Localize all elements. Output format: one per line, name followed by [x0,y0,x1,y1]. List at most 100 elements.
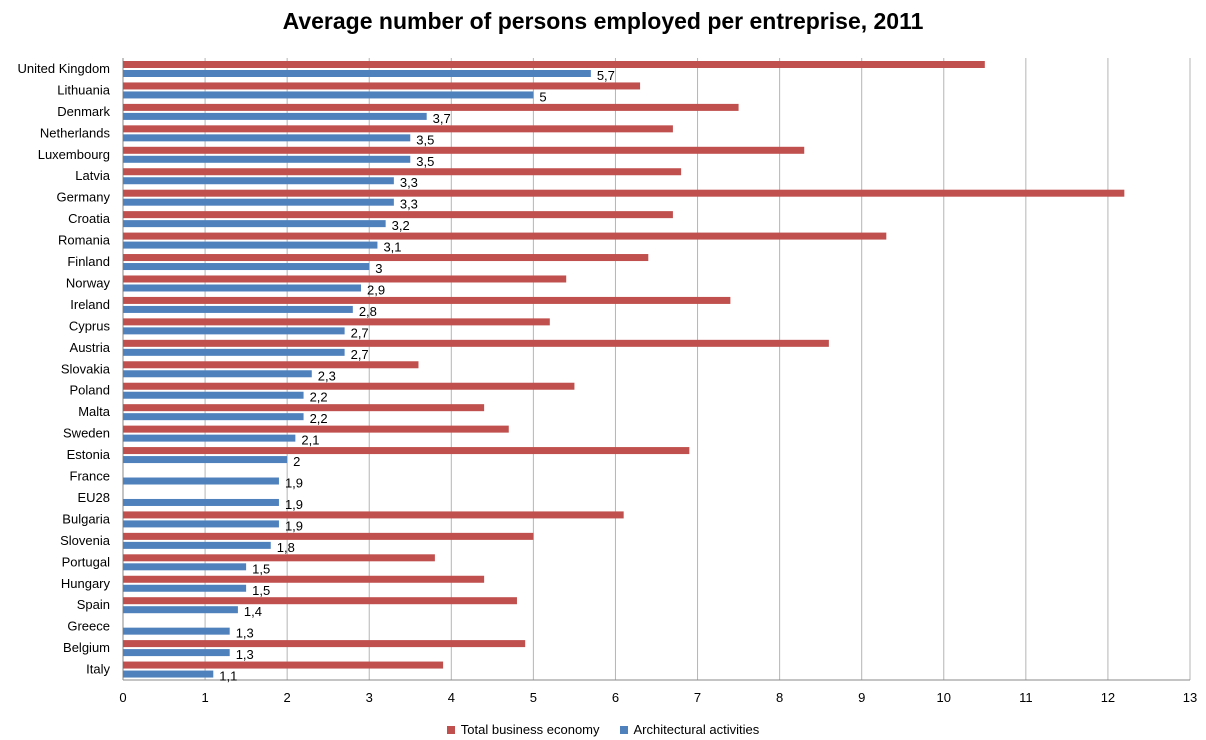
bar-architectural-latvia [123,177,394,185]
legend-label-total: Total business economy [460,722,600,737]
category-label-denmark: Denmark [57,104,110,119]
bar-total-slovakia [123,361,419,369]
bar-total-romania [123,232,887,240]
x-tick-label-11: 11 [1019,690,1033,705]
category-label-netherlands: Netherlands [40,125,111,140]
category-label-eu28: EU28 [77,490,110,505]
category-label-portugal: Portugal [62,554,111,569]
chart-title: Average number of persons employed per e… [282,8,924,34]
bar-architectural-united-kingdom [123,70,591,77]
bar-total-croatia [123,211,673,219]
data-label-architectural-croatia: 3,2 [392,218,410,233]
x-tick-label-3: 3 [366,690,373,705]
category-label-slovakia: Slovakia [61,361,111,376]
category-label-finland: Finland [67,254,110,269]
bar-architectural-cyprus [123,327,345,335]
data-label-architectural-poland: 2,2 [310,390,328,405]
data-label-architectural-romania: 3,1 [383,240,401,255]
bar-architectural-hungary [123,584,247,592]
data-label-architectural-ireland: 2,8 [359,304,377,319]
bar-architectural-netherlands [123,134,411,142]
category-label-austria: Austria [70,340,111,355]
bar-total-poland [123,382,575,390]
category-label-sweden: Sweden [63,426,110,441]
category-label-ireland: Ireland [70,297,110,312]
bar-total-austria [123,339,829,347]
bar-total-estonia [123,447,690,455]
bar-architectural-romania [123,241,378,249]
bar-architectural-slovakia [123,370,312,378]
category-label-cyprus: Cyprus [69,318,111,333]
bar-architectural-slovenia [123,541,271,549]
bar-architectural-greece [123,627,230,635]
x-tick-label-8: 8 [776,690,783,705]
data-label-architectural-slovenia: 1,8 [277,540,295,555]
bar-architectural-denmark [123,112,427,120]
category-label-romania: Romania [58,233,111,248]
legend-label-architectural: Architectural activities [633,722,760,737]
category-label-estonia: Estonia [67,447,111,462]
data-label-architectural-hungary: 1,5 [252,583,270,598]
bar-total-cyprus [123,318,550,326]
x-tick-label-1: 1 [201,690,208,705]
bar-total-ireland [123,296,731,304]
bar-total-germany [123,189,1125,197]
data-label-architectural-bulgaria: 1,9 [285,518,303,533]
x-tick-label-2: 2 [284,690,291,705]
bar-architectural-france [123,477,279,485]
x-tick-label-12: 12 [1101,690,1115,705]
data-label-architectural-italy: 1,1 [219,669,237,684]
bar-architectural-lithuania [123,91,534,99]
data-label-architectural-portugal: 1,5 [252,561,270,576]
legend-swatch-architectural [619,725,628,734]
category-label-luxembourg: Luxembourg [38,147,110,162]
bar-architectural-poland [123,391,304,399]
bar-total-bulgaria [123,511,624,519]
data-label-architectural-greece: 1,3 [236,626,254,641]
category-label-croatia: Croatia [68,211,111,226]
category-label-hungary: Hungary [61,576,111,591]
x-tick-label-7: 7 [694,690,701,705]
x-tick-label-9: 9 [858,690,865,705]
bar-total-spain [123,597,517,605]
data-label-architectural-belgium: 1,3 [236,647,254,662]
bar-total-luxembourg [123,146,805,154]
chart-legend: Total business economy Architectural act… [0,722,1206,737]
category-label-malta: Malta [78,404,111,419]
bar-total-denmark [123,103,739,111]
data-label-architectural-eu28: 1,9 [285,497,303,512]
bar-architectural-finland [123,263,370,271]
bar-architectural-germany [123,198,394,206]
bar-architectural-ireland [123,305,353,313]
bar-architectural-belgium [123,649,230,657]
data-label-architectural-finland: 3 [375,261,382,276]
category-label-germany: Germany [57,190,111,205]
bar-total-malta [123,404,485,412]
bar-total-latvia [123,168,682,176]
x-tick-label-5: 5 [530,690,537,705]
legend-item-architectural: Architectural activities [619,722,760,737]
bar-architectural-portugal [123,563,247,571]
bar-total-norway [123,275,567,283]
bar-architectural-malta [123,413,304,421]
bar-architectural-eu28 [123,498,279,506]
category-label-poland: Poland [70,383,110,398]
bar-total-belgium [123,640,526,648]
bar-total-netherlands [123,125,673,133]
x-tick-label-10: 10 [937,690,951,705]
bar-total-portugal [123,554,435,562]
data-label-architectural-estonia: 2 [293,454,300,469]
category-label-france: France [70,469,110,484]
data-label-architectural-france: 1,9 [285,476,303,491]
bar-architectural-sweden [123,434,296,442]
category-label-latvia: Latvia [75,168,110,183]
data-label-architectural-germany: 3,3 [400,197,418,212]
data-label-architectural-slovakia: 2,3 [318,368,336,383]
data-label-architectural-netherlands: 3,5 [416,132,434,147]
category-label-lithuania: Lithuania [57,82,111,97]
data-label-architectural-malta: 2,2 [310,411,328,426]
data-label-architectural-norway: 2,9 [367,282,385,297]
bar-total-lithuania [123,82,641,90]
bar-total-hungary [123,575,485,583]
